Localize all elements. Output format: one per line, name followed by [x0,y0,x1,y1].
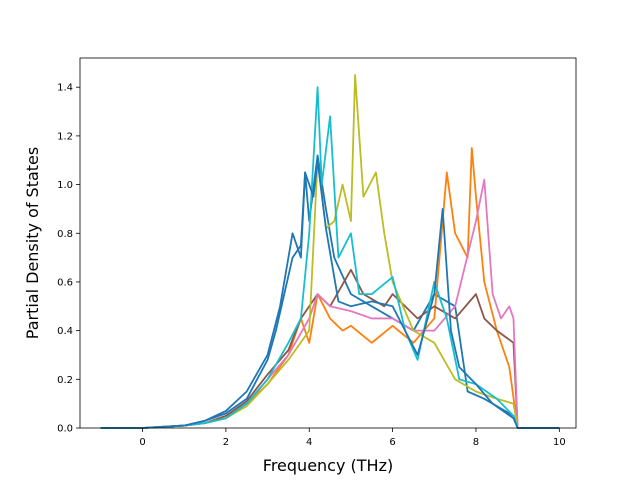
x-tick-label: 0 [139,437,145,448]
series-line-7 [100,159,560,429]
series-line-6 [100,86,560,429]
y-axis-label: Partial Density of States [23,147,42,339]
y-tick-label: 1.2 [57,131,73,142]
series-layer [100,74,560,429]
x-tick-label: 6 [389,437,395,448]
x-tick-layer: 0 2 4 6 8 10 [139,428,566,448]
x-tick-label: 8 [473,437,479,448]
x-tick-label: 4 [306,437,312,448]
y-tick-label: 0.4 [57,326,73,337]
y-tick-label: 0.6 [57,277,73,288]
y-tick-label: 0.8 [57,229,73,240]
y-tick-label: 0.0 [57,424,73,435]
y-tick-label: 1.4 [57,83,73,94]
x-axis-label: Frequency (THz) [263,456,393,475]
axes-frame [79,57,577,429]
y-tick-layer: 0.0 0.2 0.4 0.6 0.8 1.0 1.2 1.4 [57,83,80,435]
series-line-2 [100,147,560,429]
x-tick-label: 10 [553,437,566,448]
y-tick-label: 1.0 [57,180,73,191]
y-tick-label: 0.2 [57,375,73,386]
x-tick-label: 2 [223,437,229,448]
